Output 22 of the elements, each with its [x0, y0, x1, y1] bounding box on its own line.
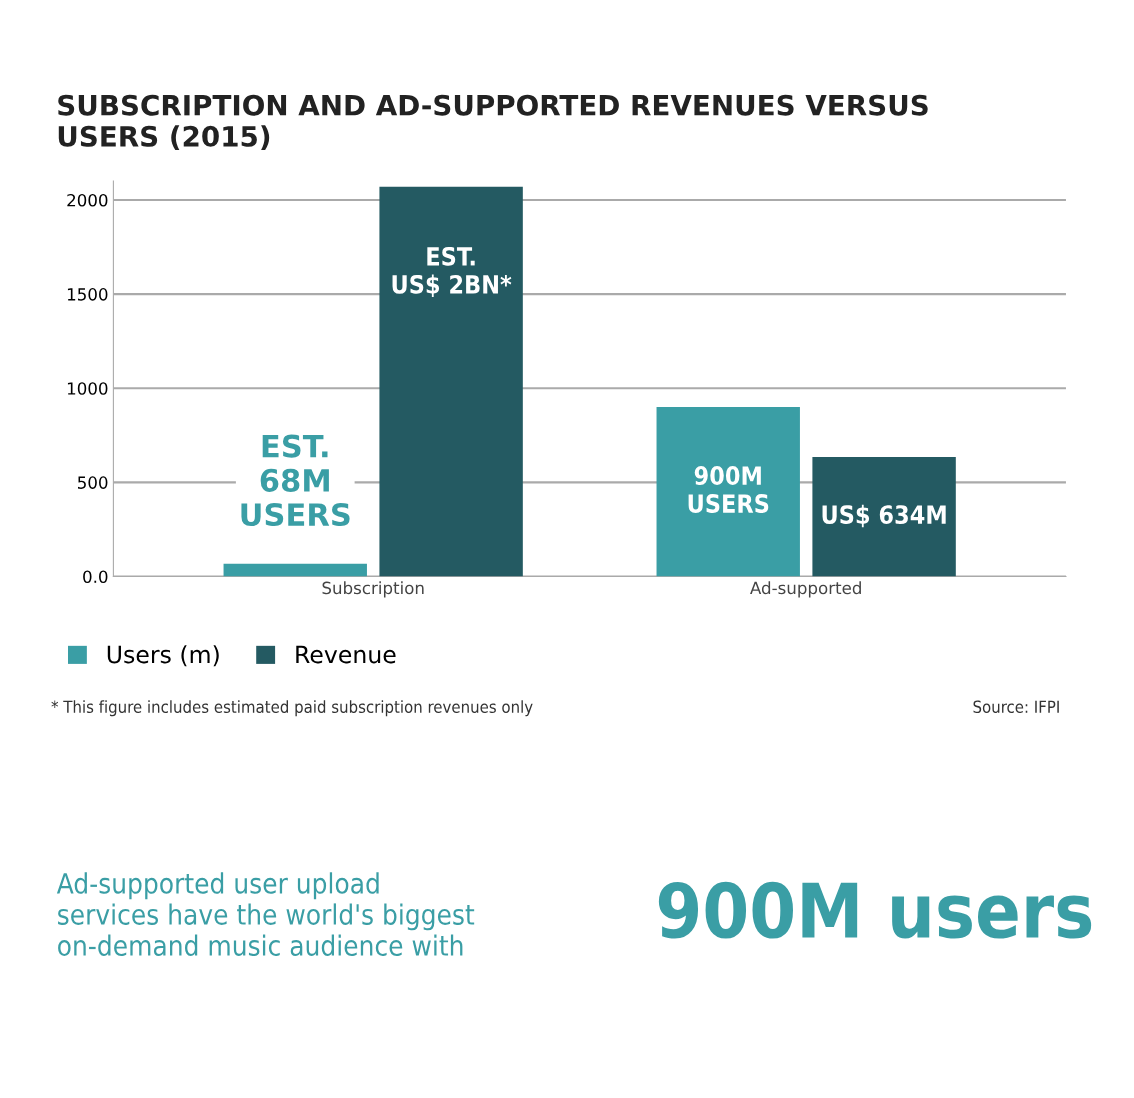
bar — [656, 407, 800, 577]
text: * This figure includes estimated paid subscription revenues only — [51, 700, 533, 717]
legend-label: Revenue — [296, 645, 396, 664]
legend-label: Users (m) — [107, 645, 219, 667]
data-label: US$ 634M — [822, 504, 946, 528]
data-label: EST. 68M USERS — [241, 434, 350, 527]
y-tick-label: 2000 — [67, 193, 108, 207]
bar — [223, 563, 367, 577]
bar — [379, 186, 523, 577]
y-tick-label: 0.0 — [83, 570, 108, 584]
y-tick-label: 1500 — [67, 288, 108, 301]
text: 900M users — [658, 881, 1092, 939]
chart-title: SUBSCRIPTION AND AD-SUPPORTED REVENUES VERSUS USERS (2015) — [58, 94, 928, 151]
source-note: Source: IFPI — [973, 700, 1059, 714]
x-tick-label: Ad-supported — [750, 581, 861, 598]
data-label: EST. US$ 2BN* — [392, 246, 512, 298]
text: Ad-supported user upload services have the world's biggest on-demand music audience with — [56, 872, 475, 956]
bar — [812, 457, 956, 577]
y-tick-label: 1000 — [67, 382, 108, 395]
x-tick-label: Subscription — [322, 581, 424, 598]
data-label: 900M USERS — [688, 466, 769, 513]
y-tick-label: 500 — [78, 476, 108, 489]
